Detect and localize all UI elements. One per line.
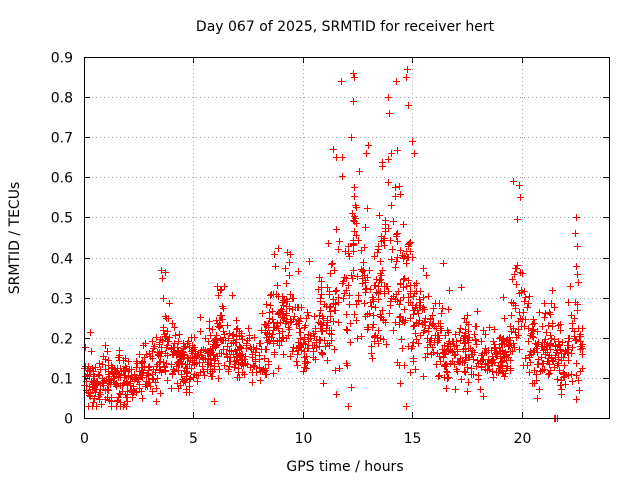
x-tick-label: 10: [295, 431, 313, 447]
y-tick-label: 0.3: [51, 292, 73, 308]
scatter-points: [81, 66, 586, 422]
axis-ticks: [84, 57, 609, 419]
x-tick-label: 5: [189, 431, 198, 447]
y-tick-label: 0.5: [51, 211, 73, 227]
x-tick-label: 20: [514, 431, 532, 447]
y-tick-label: 0.6: [51, 171, 73, 187]
y-tick-label: 0.7: [51, 131, 73, 147]
y-tick-label: 0: [64, 412, 73, 428]
data-points: [81, 66, 586, 422]
y-tick-label: 0.4: [51, 252, 73, 268]
x-axis-label: GPS time / hours: [286, 459, 403, 475]
y-tick-labels: 0 0.1 0.2 0.3 0.4 0.5 0.6 0.7 0.8 0.9: [51, 51, 73, 428]
y-tick-label: 0.2: [51, 332, 73, 348]
chart-title: Day 067 of 2025, SRMTID for receiver her…: [196, 19, 495, 35]
y-tick-label: 0.9: [51, 51, 73, 67]
x-tick-labels: 0 5 10 15 20: [80, 431, 531, 447]
plot-frame: [84, 57, 610, 419]
x-tick-label: 0: [80, 431, 89, 447]
y-tick-label: 0.8: [51, 91, 73, 107]
y-tick-label: 0.1: [51, 372, 73, 388]
y-axis-label: SRMTID / TECUs: [7, 182, 23, 295]
x-tick-label: 15: [404, 431, 422, 447]
